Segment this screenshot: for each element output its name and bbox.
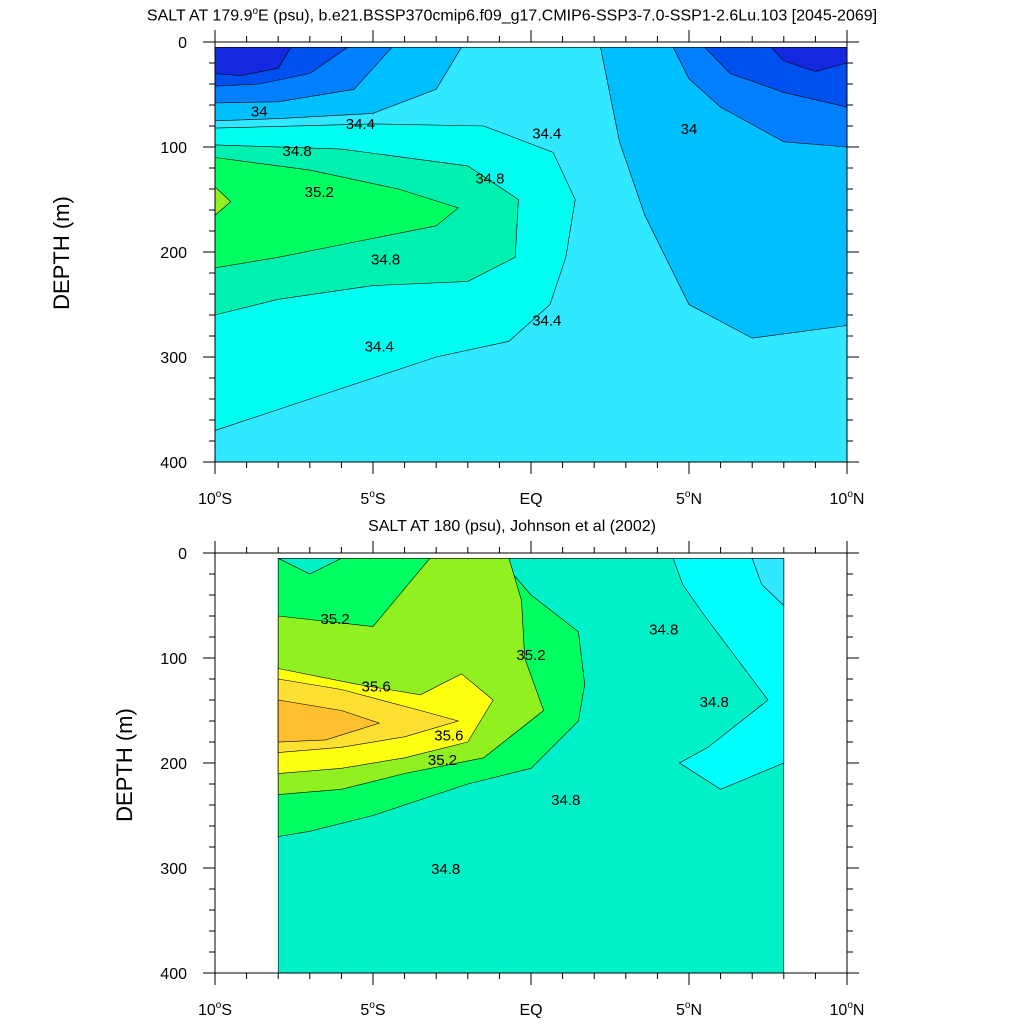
- panel-1: 0 100 200 300 400 10oS 5oS EQ 5oN 10oN 34 34.4 34.8 3…: [160, 30, 864, 508]
- bottom-panel-title: SALT AT 180 (psu), Johnson et al (2002): [368, 518, 656, 535]
- x-tick-label: 5oS: [360, 1000, 385, 1019]
- y-tick-label: 0: [178, 546, 187, 563]
- contour-label: 34: [681, 121, 698, 138]
- y-tick-label: 100: [160, 140, 187, 157]
- x-tick-label: 5oN: [676, 1000, 702, 1019]
- contour-label: 34.8: [551, 792, 580, 809]
- y-tick-label: 0: [178, 35, 187, 52]
- contour-label: 35.2: [320, 611, 349, 628]
- contour-fills: [277, 557, 785, 973]
- contour-label: 34.4: [365, 339, 394, 356]
- contour-region-35.2: [215, 157, 459, 269]
- contour-label: 34.8: [475, 171, 504, 188]
- panel-2: 0 100 200 300 400 10oS 5oS EQ 5oN 10oN 35.2 35.2 35.…: [160, 541, 864, 1019]
- contour-label: 35.2: [428, 752, 457, 769]
- contour-label: 34.8: [431, 861, 460, 878]
- y-tick-label: 100: [160, 651, 187, 668]
- contour-region-35.4: [215, 186, 232, 216]
- x-tick-label: 10oS: [198, 1000, 232, 1019]
- y-tick-label: 300: [160, 861, 187, 878]
- contour-region-33: [770, 46, 847, 72]
- y-tick-label: 200: [160, 756, 187, 773]
- contour-label: 35.2: [305, 184, 334, 201]
- contour-region-34.4: [751, 557, 785, 607]
- bottom-panel-ylabel: DEPTH (m): [112, 708, 137, 822]
- contour-region-33: [215, 46, 292, 76]
- x-tick-label: 5oN: [676, 489, 702, 508]
- x-tick-label: 5oS: [360, 489, 385, 508]
- contour-region-36: [277, 699, 381, 743]
- contour-label: 34: [251, 103, 268, 120]
- x-tick-label: EQ: [519, 1002, 542, 1019]
- y-tick-label: 300: [160, 350, 187, 367]
- contour-label: 34.4: [532, 125, 561, 142]
- contour-label: 34.8: [283, 143, 312, 160]
- x-tick-label: 10oN: [830, 489, 865, 508]
- contour-fills: [215, 46, 847, 462]
- top-panel-ylabel: DEPTH (m): [49, 196, 74, 310]
- y-tick-label: 400: [160, 966, 187, 983]
- x-tick-label: 10oN: [830, 1000, 865, 1019]
- y-tick-label: 400: [160, 455, 187, 472]
- contour-region-34.6: [672, 557, 785, 790]
- contour-label: 35.6: [434, 728, 463, 745]
- contour-label: 35.2: [516, 647, 545, 664]
- top-panel-title: SALT AT 179.9oE (psu), b.e21.BSSP370cmip…: [146, 6, 878, 25]
- x-tick-label: EQ: [519, 491, 542, 508]
- contour-label: 35.6: [362, 678, 391, 695]
- contour-label: 34.4: [532, 312, 561, 329]
- x-tick-label: 10oS: [198, 489, 232, 508]
- contour-label: 34.4: [346, 116, 375, 133]
- contour-label: 34.8: [700, 694, 729, 711]
- contour-label: 34.8: [371, 251, 400, 268]
- contour-label: 34.8: [649, 622, 678, 639]
- y-tick-label: 200: [160, 245, 187, 262]
